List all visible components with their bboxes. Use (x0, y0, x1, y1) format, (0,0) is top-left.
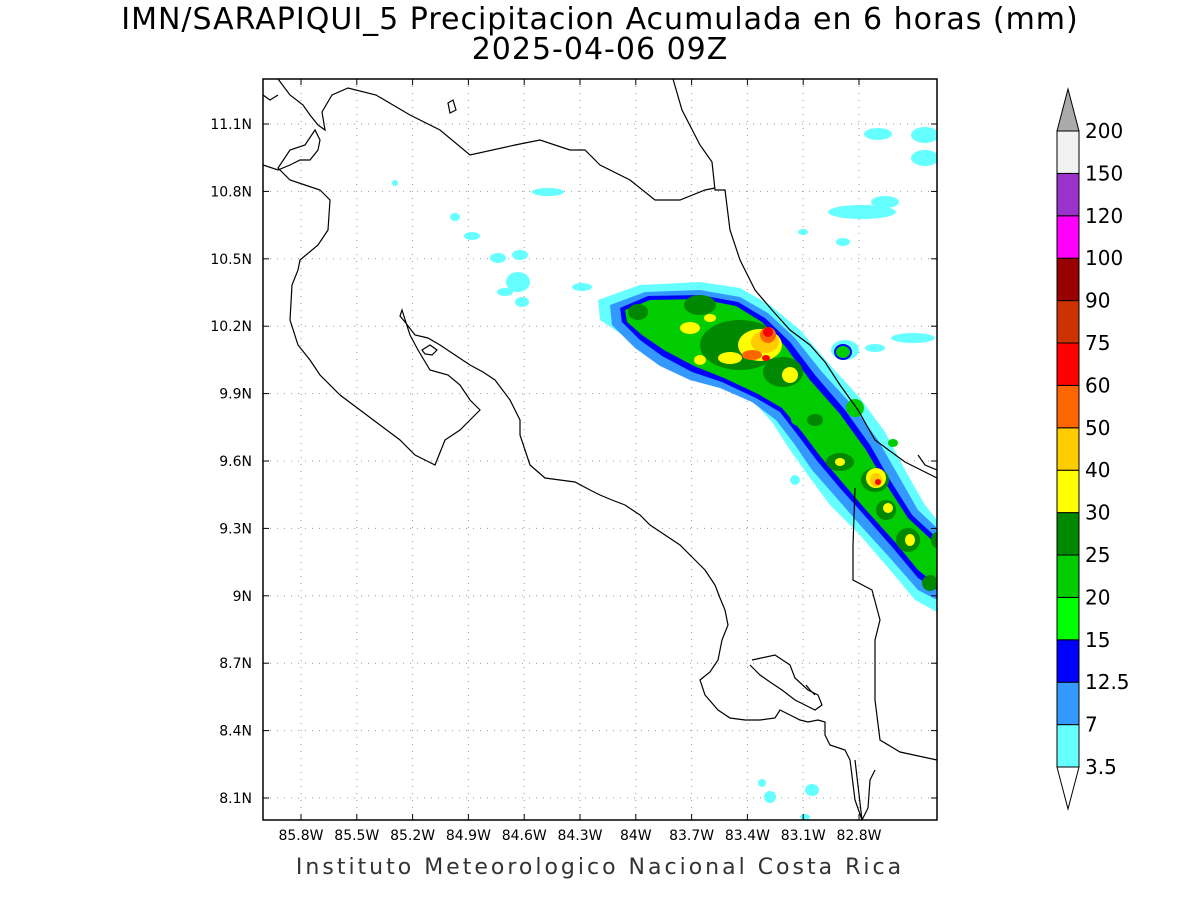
map-gridlines (263, 79, 937, 820)
colorbar-label: 7 (1085, 713, 1098, 737)
colorbar-label: 50 (1085, 416, 1110, 440)
colorbar-swatch (1056, 130, 1080, 174)
colorbar-label: 25 (1085, 543, 1110, 567)
lat-label: 9N (233, 589, 252, 605)
footer-credit: Instituto Meteorologico Nacional Costa R… (295, 855, 905, 880)
lon-label: 84.6W (502, 828, 547, 844)
lon-label: 83.7W (669, 828, 714, 844)
colorbar-label: 120 (1085, 204, 1123, 228)
lat-label: 11.1N (210, 117, 252, 133)
colorbar-swatch (1056, 172, 1080, 217)
lon-label: 84W (620, 828, 652, 844)
colorbar-swatch (1056, 384, 1080, 429)
colorbar-swatch (1056, 639, 1080, 683)
coastline-borders (263, 79, 937, 820)
lon-label: 83.1W (781, 828, 826, 844)
precipitation-field (392, 127, 937, 820)
colorbar-label: 3.5 (1085, 755, 1117, 779)
colorbar-swatch (1056, 342, 1080, 386)
colorbar-max-arrow (1056, 87, 1080, 132)
lat-label: 9.3N (219, 521, 252, 537)
lon-label: 82.8W (836, 828, 881, 844)
colorbar-label: 40 (1085, 458, 1110, 482)
colorbar-swatch (1056, 427, 1080, 471)
lat-label: 10.8N (210, 184, 252, 200)
lon-label: 84.9W (446, 828, 491, 844)
lat-label: 8.1N (219, 791, 252, 807)
colorbar-label: 15 (1085, 628, 1110, 652)
lat-label: 9.9N (219, 387, 252, 403)
lon-label: 85.5W (334, 828, 379, 844)
lon-label: 85.2W (390, 828, 435, 844)
colorbar-swatch (1056, 257, 1080, 302)
colorbar-label: 30 (1085, 501, 1110, 525)
colorbar-swatch (1056, 596, 1080, 641)
colorbar-label: 200 (1085, 119, 1123, 143)
colorbar-swatch (1056, 469, 1080, 514)
lat-label: 10.2N (210, 319, 252, 335)
lat-label: 8.7N (219, 656, 252, 672)
lon-label: 83.4W (725, 828, 770, 844)
colorbar-label: 60 (1085, 373, 1110, 397)
lon-label: 84.3W (557, 828, 602, 844)
map-axes: 85.8W 85.5W 85.2W 84.9W 84.6W 84.3W 84W 83.7W 83… (210, 79, 937, 844)
colorbar-swatch (1056, 554, 1080, 598)
lon-label: 85.8W (278, 828, 323, 844)
colorbar-label: 100 (1085, 246, 1123, 270)
colorbar-label: 75 (1085, 331, 1110, 355)
colorbar-label: 90 (1085, 289, 1110, 313)
colorbar-swatch (1056, 681, 1080, 726)
colorbar-swatch (1056, 300, 1080, 344)
map-frame (262, 78, 938, 821)
colorbar-label: 12.5 (1085, 670, 1130, 694)
lat-label: 9.6N (219, 454, 252, 470)
colorbar-swatch (1056, 512, 1080, 556)
colorbar-swatch (1056, 724, 1080, 768)
map-datetime: 2025-04-06 09Z (471, 32, 729, 67)
lat-label: 10.5N (210, 252, 252, 268)
colorbar-label: 150 (1085, 161, 1123, 185)
map-title: IMN/SARAPIQUI_5 Precipitacion Acumulada … (121, 2, 1079, 37)
colorbar: 3.5 7 12.5 15 20 25 30 40 50 60 75 90 100 120 150 200 (1056, 87, 1130, 811)
colorbar-min-arrow (1056, 766, 1080, 811)
colorbar-swatch (1056, 215, 1080, 259)
lat-label: 8.4N (219, 724, 252, 740)
colorbar-label: 20 (1085, 585, 1110, 609)
